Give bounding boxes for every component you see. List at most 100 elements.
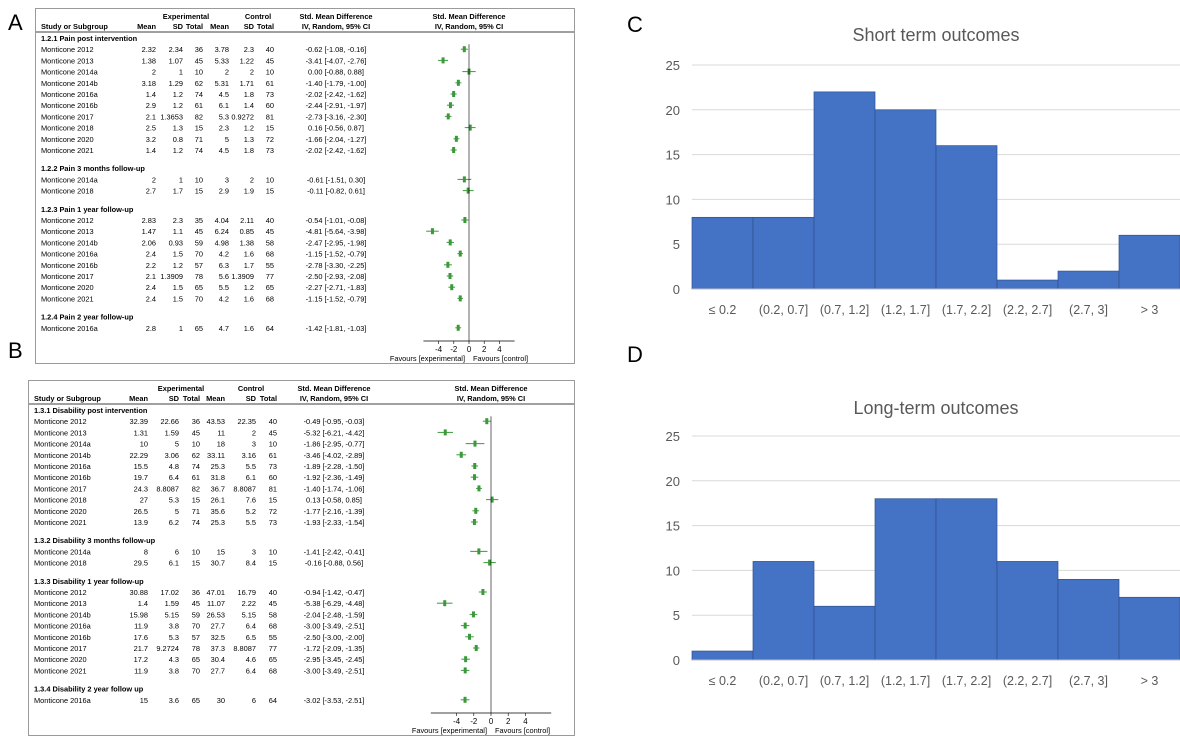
- study-tot2: 61: [266, 79, 274, 88]
- study-name: Monticone 2021: [34, 518, 87, 527]
- study-name: Monticone 2013: [34, 428, 87, 437]
- study-sd2: 1.9: [244, 187, 254, 196]
- study-name: Monticone 2018: [41, 187, 94, 196]
- header-mean2: Mean: [206, 394, 225, 403]
- study-mean2: 11: [217, 428, 225, 437]
- study-tot2: 73: [269, 518, 277, 527]
- y-tick-label: 0: [673, 653, 680, 668]
- study-tot2: 81: [269, 484, 277, 493]
- study-sd2: 2.3: [244, 45, 254, 54]
- study-mean2: 25.3: [211, 462, 225, 471]
- y-tick-label: 10: [666, 192, 680, 207]
- effect-marker: [459, 451, 463, 458]
- study-smd-ci: -5.32 [-6.21, -4.42]: [304, 428, 365, 437]
- header-tot2: Total: [257, 22, 274, 31]
- study-mean1: 2.1: [146, 112, 156, 121]
- forest-plot-b-svg: Experimental Control Std. Mean Difference S…: [29, 384, 574, 735]
- header-smd-plot: Std. Mean Difference: [454, 384, 527, 393]
- study-sd1: 8.8087: [156, 484, 179, 493]
- study-smd-ci: -3.41 [-4.07, -2.76]: [306, 56, 367, 65]
- study-name: Monticone 2014b: [34, 451, 91, 460]
- study-tot2: 40: [266, 216, 274, 225]
- study-sd2: 7.6: [246, 496, 256, 505]
- study-smd-ci: -1.89 [-2.28, -1.50]: [304, 462, 365, 471]
- study-tot2: 15: [266, 187, 274, 196]
- study-mean2: 5.3: [219, 112, 229, 121]
- study-sd2: 0.9272: [231, 112, 254, 121]
- study-sd1: 3.8: [169, 622, 179, 631]
- study-sd1: 1.7: [173, 187, 183, 196]
- study-tot1: 74: [192, 518, 200, 527]
- study-sd2: 3: [252, 547, 256, 556]
- panel-label-b: B: [8, 338, 23, 363]
- study-mean1: 2.9: [146, 101, 156, 110]
- study-smd-ci: -2.50 [-3.00, -2.00]: [304, 633, 365, 642]
- y-tick-label: 5: [673, 608, 680, 623]
- study-name: Monticone 2018: [41, 124, 94, 133]
- study-tot2: 65: [269, 655, 277, 664]
- study-tot2: 60: [269, 473, 277, 482]
- study-mean2: 15: [217, 547, 225, 556]
- study-sd2: 6: [252, 696, 256, 705]
- study-tot1: 59: [192, 610, 200, 619]
- study-sd1: 1.59: [165, 599, 179, 608]
- study-smd-ci: -1.40 [-1.79, -1.00]: [306, 79, 367, 88]
- study-name: Monticone 2020: [41, 283, 94, 292]
- study-tot1: 74: [195, 90, 203, 99]
- effect-marker: [490, 496, 494, 503]
- study-smd-ci: -4.81 [-5.64, -3.98]: [306, 227, 367, 236]
- effect-marker: [462, 46, 466, 53]
- effect-marker: [462, 176, 466, 183]
- study-tot2: 40: [269, 588, 277, 597]
- study-sd1: 2.3: [173, 216, 183, 225]
- study-name: Monticone 2018: [34, 496, 87, 505]
- study-smd-ci: 0.00 [-0.88, 0.88]: [308, 68, 364, 77]
- study-smd-ci: -0.11 [-0.82, 0.61]: [307, 187, 365, 196]
- study-sd2: 3: [252, 440, 256, 449]
- study-mean2: 6.24: [215, 227, 229, 236]
- study-sd1: 1: [179, 68, 183, 77]
- study-sd2: 1.2: [244, 283, 254, 292]
- study-tot2: 73: [266, 90, 274, 99]
- study-mean1: 3.18: [142, 79, 156, 88]
- effect-marker: [463, 696, 467, 703]
- study-tot1: 78: [192, 644, 200, 653]
- x-category-label: (0.2, 0.7]: [759, 303, 808, 317]
- effect-marker: [452, 91, 456, 97]
- forest-plot-a-svg: Experimental Control Std. Mean Difference S…: [36, 12, 574, 363]
- study-tot2: 55: [266, 261, 274, 270]
- study-mean1: 29.5: [134, 559, 148, 568]
- study-mean2: 37.3: [211, 644, 225, 653]
- study-tot1: 45: [192, 599, 200, 608]
- study-mean2: 6.3: [219, 261, 229, 270]
- study-sd2: 1.22: [240, 56, 254, 65]
- effect-marker: [452, 147, 456, 153]
- study-tot2: 45: [266, 56, 274, 65]
- study-mean1: 15: [140, 696, 148, 705]
- study-tot1: 74: [195, 146, 203, 155]
- study-smd-ci: -0.61 [-1.51, 0.30]: [307, 175, 365, 184]
- study-mean1: 13.9: [134, 518, 148, 527]
- study-sd1: 1.2: [173, 101, 183, 110]
- histogram-c: Short term outcomes 0 5 10 15 20 25 ≤ 0.2 (0.2, …: [640, 12, 1180, 330]
- study-tot1: 10: [195, 68, 203, 77]
- study-smd-ci: -5.38 [-6.29, -4.48]: [304, 599, 365, 608]
- study-sd1: 0.8: [173, 135, 183, 144]
- histogram-bar: [1057, 270, 1120, 290]
- x-category-label: ≤ 0.2: [709, 674, 737, 688]
- header-control: Control: [245, 12, 271, 21]
- study-mean1: 15.98: [130, 610, 149, 619]
- study-mean1: 24.3: [134, 484, 148, 493]
- header-mean2: Mean: [210, 22, 229, 31]
- study-mean2: 2: [225, 68, 229, 77]
- header-study: Study or Subgroup: [34, 394, 101, 403]
- study-tot1: 45: [192, 428, 200, 437]
- study-mean2: 30: [217, 696, 225, 705]
- study-mean1: 27: [140, 496, 148, 505]
- header-smd-sub: IV, Random, 95% CI: [302, 22, 370, 31]
- histogram-bar: [691, 650, 754, 661]
- study-mean1: 2.32: [142, 45, 156, 54]
- favours-control: Favours [control]: [495, 726, 550, 735]
- study-sd1: 1.2: [173, 146, 183, 155]
- study-name: Monticone 2014b: [41, 79, 98, 88]
